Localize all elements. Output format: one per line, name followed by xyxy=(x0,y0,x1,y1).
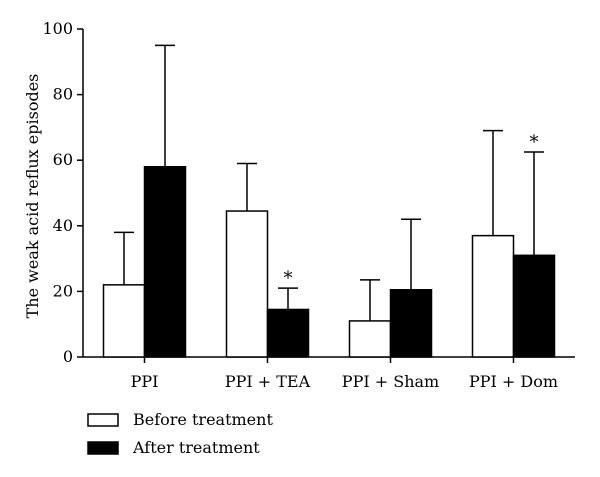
y-axis-label: The weak acid reflux episodes xyxy=(23,74,42,319)
legend: Before treatment After treatment xyxy=(88,410,273,457)
category-labels: PPI PPI + TEA PPI + Sham PPI + Dom xyxy=(131,357,558,391)
bar-before-1 xyxy=(227,211,268,357)
bar-before-3 xyxy=(473,236,514,357)
bars xyxy=(104,167,555,357)
bar-before-0 xyxy=(104,285,145,357)
y-tick-label-0: 0 xyxy=(63,347,73,366)
legend-label-0: Before treatment xyxy=(133,410,273,429)
y-tick-label-40: 40 xyxy=(53,216,73,235)
bar-after-1 xyxy=(268,309,309,357)
y-tick-label-20: 20 xyxy=(53,281,73,300)
bar-chart: The weak acid reflux episodes 0 20 40 60 80 1… xyxy=(0,0,600,477)
category-label-3: PPI + Dom xyxy=(469,372,558,391)
legend-label-1: After treatment xyxy=(132,438,260,457)
category-label-2: PPI + Sham xyxy=(342,372,439,391)
y-tick-label-80: 80 xyxy=(53,85,73,104)
bar-after-3 xyxy=(514,255,555,357)
legend-swatch-0 xyxy=(88,414,118,426)
legend-swatch-1 xyxy=(88,442,118,454)
significance-marker-1: * xyxy=(530,132,539,153)
category-label-1: PPI + TEA xyxy=(225,372,311,391)
y-tick-label-60: 60 xyxy=(53,150,73,169)
bar-after-2 xyxy=(391,290,432,357)
y-tick-label-100: 100 xyxy=(42,19,73,38)
bar-before-2 xyxy=(350,321,391,357)
category-label-0: PPI xyxy=(131,372,159,391)
significance-marker-0: * xyxy=(284,268,293,289)
bar-after-0 xyxy=(145,167,186,357)
